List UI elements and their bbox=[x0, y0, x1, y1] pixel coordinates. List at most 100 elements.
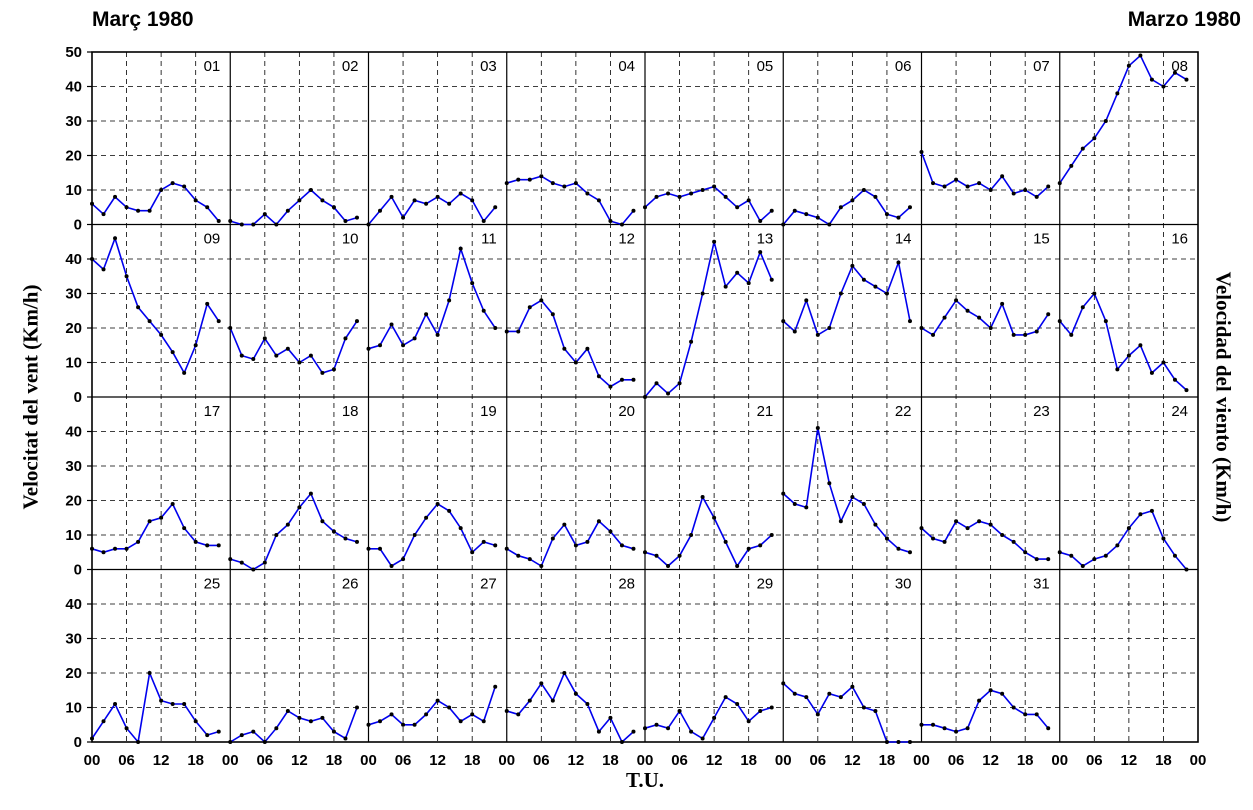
data-point bbox=[907, 740, 912, 744]
x-tick-label: 00 bbox=[360, 752, 377, 769]
data-point bbox=[343, 219, 348, 224]
data-point bbox=[942, 184, 947, 189]
data-point bbox=[216, 319, 221, 324]
data-point bbox=[573, 181, 578, 186]
data-point bbox=[735, 205, 740, 210]
day-label: 06 bbox=[895, 58, 912, 75]
data-point bbox=[850, 684, 855, 689]
y-tick-label: 30 bbox=[65, 458, 82, 475]
data-point bbox=[1023, 332, 1028, 337]
x-tick-label: 18 bbox=[740, 752, 757, 769]
data-point bbox=[861, 277, 866, 282]
data-point bbox=[608, 529, 613, 534]
data-point bbox=[815, 332, 820, 337]
data-point bbox=[827, 691, 832, 696]
data-point bbox=[147, 208, 152, 213]
data-point bbox=[758, 219, 763, 224]
x-axis-label: T.U. bbox=[625, 768, 665, 792]
data-point bbox=[493, 205, 498, 210]
data-point bbox=[861, 705, 866, 710]
data-point bbox=[608, 219, 613, 224]
data-point bbox=[723, 539, 728, 544]
day-label: 01 bbox=[204, 58, 221, 75]
data-point bbox=[205, 301, 210, 306]
data-point bbox=[193, 539, 198, 544]
day-label: 31 bbox=[1033, 576, 1050, 593]
day-label: 20 bbox=[618, 403, 635, 420]
data-point bbox=[262, 740, 267, 744]
data-point bbox=[562, 522, 567, 527]
data-point bbox=[101, 267, 106, 272]
data-point bbox=[700, 188, 705, 192]
x-tick-label: 06 bbox=[809, 752, 826, 769]
data-point bbox=[239, 222, 244, 227]
data-point bbox=[769, 277, 774, 282]
data-point bbox=[481, 719, 486, 724]
series-line-day-04 bbox=[506, 175, 635, 226]
data-point bbox=[965, 184, 970, 189]
data-point bbox=[262, 212, 267, 217]
x-tick-label: 06 bbox=[533, 752, 550, 769]
data-point bbox=[596, 519, 601, 524]
data-point bbox=[550, 181, 555, 186]
data-point bbox=[262, 336, 267, 341]
data-point bbox=[1092, 291, 1097, 296]
data-point bbox=[262, 560, 267, 565]
data-point bbox=[712, 239, 717, 244]
chart-title-left: Març 1980 bbox=[92, 8, 194, 31]
data-point bbox=[631, 377, 636, 382]
data-point bbox=[170, 350, 175, 355]
data-point bbox=[182, 370, 187, 375]
day-label: 10 bbox=[342, 231, 359, 248]
x-tick-label: 18 bbox=[464, 752, 481, 769]
data-point bbox=[147, 519, 152, 524]
data-point bbox=[504, 181, 509, 186]
data-point bbox=[1034, 194, 1039, 199]
series-line-day-05 bbox=[644, 185, 773, 223]
data-point bbox=[239, 733, 244, 738]
data-point bbox=[1161, 84, 1166, 89]
data-point bbox=[239, 353, 244, 358]
data-point bbox=[861, 188, 866, 192]
data-point bbox=[850, 495, 855, 500]
data-point bbox=[1161, 536, 1166, 541]
x-tick-label: 06 bbox=[395, 752, 412, 769]
data-point bbox=[378, 343, 383, 348]
data-point bbox=[562, 671, 567, 675]
data-point bbox=[297, 360, 302, 365]
x-tick-label: 18 bbox=[879, 752, 896, 769]
data-point bbox=[931, 181, 936, 186]
x-tick-label: 00 bbox=[222, 752, 239, 769]
data-point bbox=[1000, 301, 1005, 306]
data-point bbox=[159, 332, 164, 337]
data-point bbox=[504, 329, 509, 334]
data-point bbox=[838, 205, 843, 210]
data-point bbox=[1069, 553, 1074, 558]
data-point bbox=[159, 698, 164, 703]
data-point bbox=[481, 539, 486, 544]
data-point bbox=[712, 515, 717, 520]
data-point bbox=[573, 543, 578, 548]
data-point bbox=[274, 222, 279, 227]
data-point bbox=[251, 222, 256, 227]
data-point bbox=[977, 315, 982, 320]
data-point bbox=[493, 326, 498, 330]
day-label: 15 bbox=[1033, 231, 1050, 248]
data-point bbox=[320, 715, 325, 720]
y-tick-label: 0 bbox=[74, 389, 82, 406]
data-point bbox=[159, 188, 164, 192]
y-tick-label: 50 bbox=[65, 44, 82, 61]
series-line-day-11 bbox=[368, 245, 496, 350]
x-tick-label: 06 bbox=[118, 752, 135, 769]
y-tick-label: 30 bbox=[65, 631, 82, 648]
data-point bbox=[216, 543, 221, 548]
data-point bbox=[919, 326, 924, 330]
data-point bbox=[815, 426, 820, 431]
data-point bbox=[1161, 360, 1166, 365]
x-tick-label: 00 bbox=[84, 752, 101, 769]
data-point bbox=[1092, 136, 1097, 141]
data-point bbox=[1115, 543, 1120, 548]
data-point bbox=[746, 281, 751, 286]
data-point bbox=[193, 198, 198, 203]
x-tick-label: 12 bbox=[291, 752, 308, 769]
